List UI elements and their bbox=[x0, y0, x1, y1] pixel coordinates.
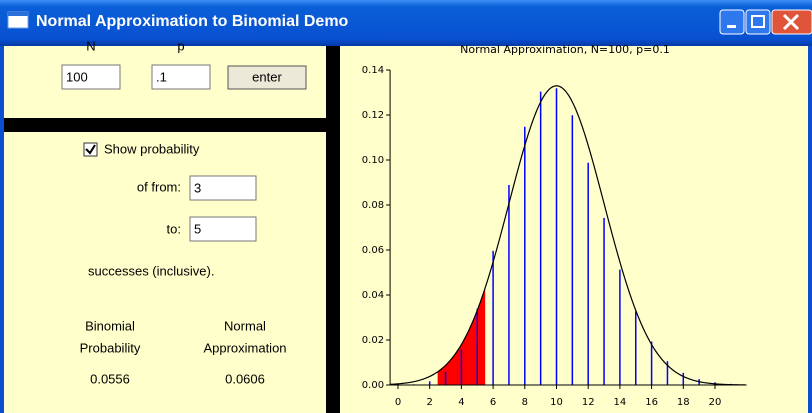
x-tick-label: 14 bbox=[614, 397, 627, 408]
n-label: N bbox=[86, 38, 95, 53]
to-label: to: bbox=[167, 221, 181, 236]
enter-label: enter bbox=[252, 69, 282, 84]
panel-divider bbox=[4, 118, 330, 132]
enter-button[interactable] bbox=[227, 65, 307, 90]
y-tick-label: 0.02 bbox=[362, 335, 384, 346]
y-tick-label: 0.10 bbox=[362, 155, 384, 166]
from-label: of from: bbox=[137, 179, 181, 194]
window-title: Normal Approximation to Binomial Demo bbox=[36, 13, 349, 30]
to-input[interactable] bbox=[189, 216, 257, 242]
y-tick-label: 0.00 bbox=[362, 380, 384, 391]
normal-label: Normal bbox=[224, 318, 266, 333]
to-value: 5 bbox=[194, 221, 201, 236]
maximize[interactable] bbox=[745, 9, 771, 35]
x-tick-label: 8 bbox=[522, 397, 528, 408]
x-tick-label: 12 bbox=[582, 397, 595, 408]
x-tick-label: 18 bbox=[677, 397, 690, 408]
p-input[interactable] bbox=[151, 64, 211, 90]
chart: Normal Approximation, N=100, p=0.1 0.00 0… bbox=[362, 43, 747, 408]
x-tick-label: 6 bbox=[490, 397, 496, 408]
x-tick-label: 16 bbox=[645, 397, 658, 408]
binomial-label: Probability bbox=[80, 340, 141, 355]
minimize[interactable] bbox=[719, 9, 745, 35]
chart-title: Normal Approximation, N=100, p=0.1 bbox=[460, 43, 670, 56]
close-icon bbox=[782, 13, 800, 31]
n-input[interactable] bbox=[61, 64, 121, 90]
normal-curve bbox=[390, 85, 746, 386]
minimize-icon bbox=[727, 25, 736, 28]
x-tick-label: 4 bbox=[458, 397, 464, 408]
window-border bbox=[808, 46, 812, 413]
y-tick-label: 0.04 bbox=[362, 290, 384, 301]
x-tick-label: 2 bbox=[427, 397, 433, 408]
show-label: Show probability bbox=[104, 141, 200, 156]
panel-divider bbox=[326, 46, 340, 413]
title-bar bbox=[0, 0, 812, 46]
y-tick-label: 0.06 bbox=[362, 245, 384, 256]
y-tick-label: 0.08 bbox=[362, 200, 384, 211]
x-tick-label: 20 bbox=[709, 397, 722, 408]
p-label: p bbox=[177, 38, 184, 53]
maximize-icon bbox=[751, 15, 765, 28]
app-icon bbox=[8, 12, 28, 16]
x-tick-label: 0 bbox=[395, 397, 401, 408]
window-buttons[interactable] bbox=[719, 9, 812, 35]
binomial-label: Binomial bbox=[85, 318, 135, 333]
n-value: 100 bbox=[66, 69, 88, 84]
binomial-value: 0.0556 bbox=[90, 371, 130, 386]
normal-value: 0.0606 bbox=[225, 371, 265, 386]
p-value: .1 bbox=[156, 69, 167, 84]
y-tick-label: 0.14 bbox=[362, 65, 384, 76]
note: successes (inclusive). bbox=[88, 263, 214, 278]
y-tick-label: 0.12 bbox=[362, 110, 384, 121]
from-input[interactable] bbox=[189, 175, 257, 201]
from-value: 3 bbox=[194, 180, 201, 195]
shaded-area bbox=[437, 287, 486, 385]
normal-label: Approximation bbox=[203, 340, 286, 355]
x-tick-label: 10 bbox=[550, 397, 563, 408]
window-border bbox=[0, 46, 4, 413]
checkmark bbox=[85, 144, 96, 155]
